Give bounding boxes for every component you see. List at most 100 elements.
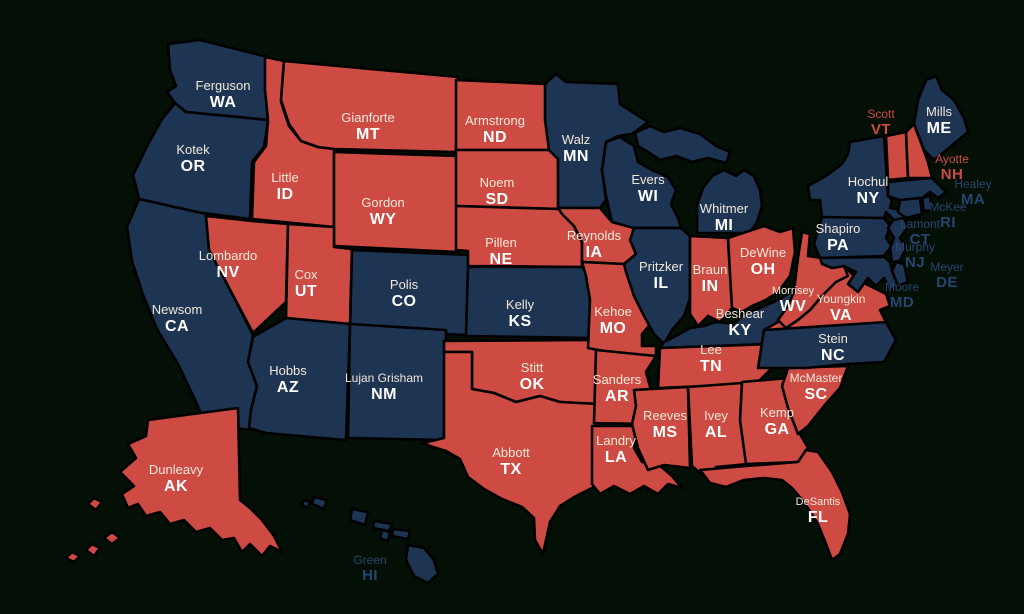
governor-name: Lamont: [900, 217, 941, 231]
governor-name: Reeves: [643, 408, 688, 423]
state-abbr: MS: [653, 424, 678, 441]
state-abbr: MO: [600, 320, 627, 337]
labels-layer: Ferguson WA Kotek OR Newsom CA Lombardo NV Littl…: [149, 78, 992, 584]
state-LA: [590, 424, 684, 496]
governor-name: Lujan Grisham: [345, 371, 423, 385]
governor-name: Polis: [390, 277, 419, 292]
state-abbr: WV: [780, 298, 807, 315]
state-label-OK: Stitt OK: [520, 360, 545, 393]
state-abbr: CO: [392, 293, 417, 310]
governor-name: Youngkin: [817, 292, 866, 306]
governor-name: DeSantis: [796, 496, 841, 508]
state-NC: [756, 320, 898, 370]
state-abbr: NH: [941, 166, 963, 183]
state-label-ID: Little ID: [271, 170, 298, 203]
governor-name: Moore: [885, 280, 919, 294]
state-WI: [600, 135, 683, 230]
state-label-NJ: Murphy NJ: [895, 240, 935, 271]
state-abbr: VT: [871, 121, 891, 138]
state-MD: [818, 255, 900, 294]
state-abbr: IA: [586, 244, 603, 261]
governor-name: Newsom: [152, 302, 203, 317]
governor-name: Ferguson: [196, 78, 251, 93]
state-abbr: MN: [563, 148, 589, 165]
state-label-KY: Beshear KY: [716, 306, 765, 339]
governor-name: Gordon: [361, 195, 404, 210]
state-label-CO: Polis CO: [390, 277, 419, 310]
governor-name: Meyer: [930, 260, 963, 274]
governor-name: Hobbs: [269, 363, 307, 378]
governor-name: Sanders: [593, 372, 642, 387]
state-label-FL: DeSantis FL: [796, 496, 841, 526]
state-abbr: IL: [653, 275, 668, 292]
governor-name: Landry: [596, 433, 636, 448]
state-label-TX: Abbott TX: [492, 445, 530, 478]
governor-name: Hochul: [848, 174, 889, 189]
state-NY: [806, 134, 922, 222]
governor-name: Lombardo: [199, 248, 258, 263]
state-label-IN: Braun IN: [693, 262, 728, 295]
governor-name: McKee: [929, 200, 967, 214]
state-abbr: NV: [216, 264, 239, 281]
state-label-MD: Moore MD: [885, 280, 919, 311]
state-label-AZ: Hobbs AZ: [269, 363, 307, 396]
state-label-MA: Healey MA: [954, 177, 991, 208]
state-label-OR: Kotek OR: [176, 142, 210, 175]
state-label-IA: Reynolds IA: [567, 228, 622, 261]
state-SC: [780, 364, 850, 436]
governor-name: Kemp: [760, 405, 794, 420]
state-FL: [698, 448, 852, 562]
state-TX: [421, 350, 600, 556]
governor-name: Murphy: [895, 240, 935, 254]
state-label-NC: Stein NC: [818, 331, 848, 364]
state-label-MO: Kehoe MO: [594, 304, 632, 337]
state-abbr: NJ: [905, 254, 925, 271]
governor-name: Cox: [294, 267, 318, 282]
state-label-MI: Whitmer MI: [700, 201, 749, 234]
state-abbr: FL: [808, 509, 828, 526]
state-abbr: WY: [370, 211, 397, 228]
state-abbr: IN: [702, 278, 719, 295]
governor-name: Ayotte: [935, 152, 969, 166]
state-label-MN: Walz MN: [562, 132, 590, 165]
state-label-OH: DeWine OH: [740, 245, 786, 278]
state-abbr: VA: [830, 307, 852, 324]
governor-name: Noem: [480, 175, 515, 190]
governor-name: Abbott: [492, 445, 530, 460]
state-abbr: TN: [700, 358, 722, 375]
state-label-NV: Lombardo NV: [199, 248, 258, 281]
state-label-NH: Ayotte NH: [935, 152, 969, 183]
state-label-VT: Scott VT: [867, 107, 895, 138]
governor-name: Evers: [631, 172, 665, 187]
state-abbr: UT: [295, 283, 317, 300]
state-MA: [886, 176, 948, 202]
state-label-ND: Armstrong ND: [465, 113, 525, 146]
state-abbr: WI: [638, 188, 658, 205]
governor-name: McMaster: [790, 371, 843, 385]
governor-name: Reynolds: [567, 228, 622, 243]
state-label-WY: Gordon WY: [361, 195, 404, 228]
governor-name: Morrisey: [772, 285, 815, 297]
state-abbr: MD: [890, 294, 914, 311]
state-CT: [896, 196, 924, 220]
state-abbr: CA: [165, 318, 189, 335]
state-label-NY: Hochul NY: [848, 174, 889, 207]
state-OR: [131, 101, 270, 221]
state-label-TN: Lee TN: [700, 342, 722, 375]
state-abbr: WA: [210, 94, 237, 111]
state-abbr: ME: [927, 120, 952, 137]
state-label-IL: Pritzker IL: [639, 259, 684, 292]
state-abbr: NM: [371, 386, 397, 403]
state-label-DE: Meyer DE: [930, 260, 963, 291]
governor-name: Green: [353, 553, 386, 567]
state-abbr: MT: [356, 126, 380, 143]
governor-name: Pritzker: [639, 259, 684, 274]
state-OH: [726, 224, 797, 314]
state-label-WV: Morrisey WV: [772, 285, 815, 315]
state-label-WA: Ferguson WA: [196, 78, 251, 111]
state-PA: [812, 215, 894, 260]
state-label-SC: McMaster SC: [790, 371, 843, 403]
state-abbr: KS: [508, 313, 531, 330]
state-WY: [332, 150, 460, 254]
